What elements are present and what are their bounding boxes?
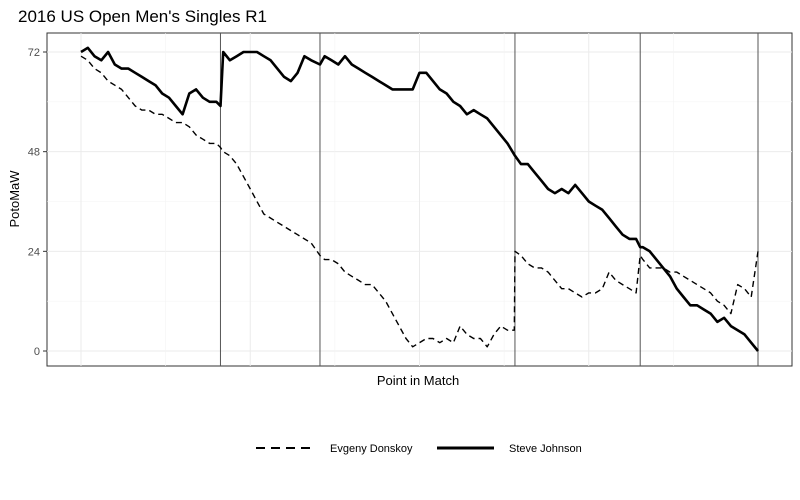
- chart-title: 2016 US Open Men's Singles R1: [18, 7, 267, 26]
- y-tick-label: 72: [28, 47, 40, 59]
- series-lines: [80, 46, 760, 352]
- legend: Evgeny Donskoy Steve Johnson: [256, 443, 582, 455]
- y-axis-ticks: 0 24 48 72: [28, 47, 47, 358]
- y-tick-label: 24: [28, 246, 40, 258]
- y-axis-label: PotoMaW: [7, 170, 22, 228]
- series-line-evgeny-donskoy: [80, 55, 759, 348]
- y-tick-label: 0: [34, 346, 40, 358]
- series-line-steve-johnson: [80, 46, 760, 352]
- legend-label-steve-johnson: Steve Johnson: [509, 443, 582, 455]
- legend-label-evgeny-donskoy: Evgeny Donskoy: [330, 443, 413, 455]
- grid-lines: [47, 33, 792, 366]
- x-axis-label: Point in Match: [377, 373, 459, 388]
- y-tick-label: 48: [28, 147, 40, 159]
